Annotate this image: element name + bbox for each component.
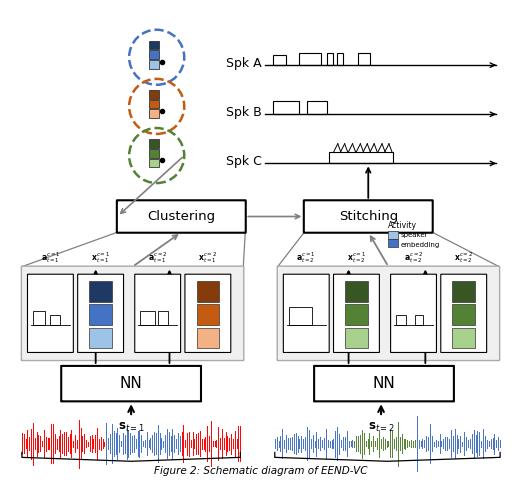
Bar (149, 99, 159, 108)
Bar (149, 149, 159, 157)
Bar (149, 109, 159, 118)
FancyBboxPatch shape (277, 266, 500, 361)
Bar (273, 55, 286, 65)
Bar (327, 53, 333, 65)
Bar (140, 311, 155, 325)
Bar (396, 315, 406, 325)
Text: $\mathbf{x}_{t=1}^{c=1}$: $\mathbf{x}_{t=1}^{c=1}$ (91, 250, 110, 265)
Bar (149, 50, 159, 59)
Bar (337, 53, 342, 65)
Bar (388, 239, 398, 247)
Bar (149, 158, 159, 167)
FancyBboxPatch shape (21, 266, 244, 361)
Text: Spk C: Spk C (226, 155, 262, 168)
Text: $\mathbf{x}_{t=1}^{c=2}$: $\mathbf{x}_{t=1}^{c=2}$ (198, 250, 218, 265)
Text: Clustering: Clustering (147, 210, 216, 223)
Bar (453, 281, 475, 302)
Bar (329, 152, 393, 163)
Bar (289, 308, 312, 325)
Text: NN: NN (120, 376, 143, 391)
FancyBboxPatch shape (135, 274, 181, 352)
Bar (197, 328, 219, 348)
Bar (197, 281, 219, 302)
Text: $\mathbf{s}_{t=1}$: $\mathbf{s}_{t=1}$ (117, 421, 145, 434)
FancyBboxPatch shape (61, 366, 201, 401)
Text: NN: NN (373, 376, 395, 391)
Text: $\mathbf{s}_{t=2}$: $\mathbf{s}_{t=2}$ (367, 421, 395, 434)
Bar (388, 231, 398, 239)
Text: Spk B: Spk B (226, 106, 262, 119)
Bar (345, 305, 368, 325)
FancyBboxPatch shape (185, 274, 231, 352)
Text: Stitching: Stitching (339, 210, 398, 223)
FancyBboxPatch shape (78, 274, 124, 352)
FancyBboxPatch shape (441, 274, 487, 352)
Text: $\mathbf{a}_{t=2}^{c=2}$: $\mathbf{a}_{t=2}^{c=2}$ (404, 250, 423, 265)
Bar (149, 40, 159, 49)
Bar (453, 305, 475, 325)
FancyBboxPatch shape (28, 274, 74, 352)
Text: $\mathbf{x}_{t=2}^{c=1}$: $\mathbf{x}_{t=2}^{c=1}$ (347, 250, 366, 265)
Text: Activity: Activity (388, 221, 417, 230)
FancyBboxPatch shape (283, 274, 329, 352)
FancyBboxPatch shape (117, 200, 246, 233)
Bar (197, 305, 219, 325)
Bar (149, 139, 159, 148)
Text: $\mathbf{a}_{t=1}^{c=2}$: $\mathbf{a}_{t=1}^{c=2}$ (148, 250, 168, 265)
Text: $\mathbf{a}_{t=2}^{c=1}$: $\mathbf{a}_{t=2}^{c=1}$ (296, 250, 316, 265)
Text: Figure 2: Schematic diagram of EEND-VC: Figure 2: Schematic diagram of EEND-VC (154, 466, 368, 476)
Text: embedding: embedding (401, 242, 440, 248)
Bar (307, 100, 327, 114)
Bar (33, 311, 44, 325)
Bar (345, 281, 368, 302)
FancyBboxPatch shape (390, 274, 436, 352)
Bar (51, 315, 60, 325)
Text: speaker: speaker (401, 232, 428, 238)
Bar (273, 100, 300, 114)
FancyBboxPatch shape (314, 366, 454, 401)
Bar (89, 328, 112, 348)
Bar (89, 305, 112, 325)
Bar (89, 281, 112, 302)
Bar (149, 60, 159, 69)
Text: Spk A: Spk A (227, 57, 262, 70)
Bar (359, 53, 370, 65)
FancyBboxPatch shape (334, 274, 379, 352)
Text: $\mathbf{x}_{t=2}^{c=2}$: $\mathbf{x}_{t=2}^{c=2}$ (454, 250, 473, 265)
Text: $\mathbf{a}_{t=1}^{c=1}$: $\mathbf{a}_{t=1}^{c=1}$ (41, 250, 60, 265)
Bar (300, 53, 321, 65)
Bar (416, 315, 423, 325)
Bar (345, 328, 368, 348)
Bar (149, 90, 159, 98)
FancyBboxPatch shape (304, 200, 433, 233)
Bar (453, 328, 475, 348)
Bar (159, 311, 168, 325)
